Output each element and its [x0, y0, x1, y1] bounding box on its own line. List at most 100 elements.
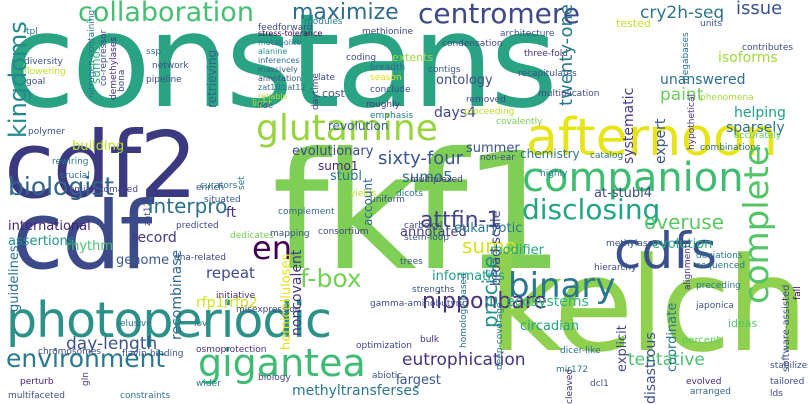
word-gigantea: gigantea [198, 341, 366, 385]
word-breadth: roughly [366, 100, 400, 110]
word-feedforward: methionine [362, 27, 413, 37]
word-ssp: network [152, 61, 189, 71]
word-kingdoms: kingdoms [4, 21, 32, 138]
word-sumo5: sumo5 [402, 168, 453, 186]
word-evolution: evolution [652, 237, 713, 252]
word-stress-tolerance: stress-tolerance [258, 29, 323, 38]
word-bulk: optimization [356, 341, 412, 351]
word-inferences: inferences [258, 56, 300, 65]
word-daytime: set [237, 176, 247, 190]
word-circadian: circadian [520, 319, 580, 334]
word-mapping: ssp [146, 47, 162, 57]
word-international: international [8, 219, 91, 234]
word-alanine: alanine [258, 47, 288, 56]
word-annotated: annotated [400, 225, 467, 240]
word-modifier: modifier [490, 243, 545, 258]
word-explicit: explicit [615, 325, 630, 372]
word-predicted: initiative [216, 291, 256, 301]
word-nipponbare: nipponbare [422, 289, 547, 314]
word-days4: days4 [434, 105, 476, 121]
word-sumo: sumo [462, 234, 517, 258]
word-centromere: centromere [418, 0, 580, 30]
word-disclosing: disclosing [522, 193, 661, 226]
word-proceeding: contigs [428, 65, 461, 75]
word-at-stubl4: at-stubl4 [594, 186, 652, 201]
word-account: account [361, 178, 375, 226]
word-ecosystems: ecosystems [506, 294, 589, 310]
word-chromosomes: chromosomes [38, 347, 102, 357]
word-software-assisted: fall [793, 286, 803, 300]
word-retrieving: retrieving [205, 49, 219, 108]
word-homology-based: homology-based [459, 273, 469, 348]
word-building: building [72, 139, 125, 154]
word-consortium: strengths [412, 285, 455, 295]
word-roughly: cost [322, 87, 345, 100]
word-zat10-zat12: zat10/zat12 [258, 83, 306, 92]
word-late: enrich [196, 183, 225, 193]
word-polymer: rewiring [52, 157, 89, 167]
word-cdf: cdf [12, 182, 152, 291]
word-expert: expert [653, 118, 669, 164]
word-three-fold: non-ear [480, 153, 515, 163]
word-bona: recapitulates [518, 69, 577, 79]
word-zat12: conclude [370, 85, 411, 95]
word-evolved: evolved [686, 377, 722, 387]
word-rfp1-rfp2: rfp1/rfp2 [196, 295, 258, 311]
word-metabolite: polymer [28, 127, 66, 137]
word-multiplexed: dicots [396, 189, 423, 199]
word-non-ear: highly [540, 169, 568, 179]
word-day-length: day-length [66, 334, 158, 354]
word-dicots: yields [350, 189, 377, 199]
word-biology: wider [196, 379, 221, 389]
word-assertions: assertions [8, 234, 75, 249]
word-dna-related: predicted [176, 221, 219, 231]
word-diversity: diversity [24, 57, 63, 67]
word-isoforms: isoforms [718, 50, 778, 66]
word-architecture: coding [346, 53, 377, 63]
word-japonica: japonica [696, 301, 734, 311]
word-emphasis: removed [466, 95, 506, 105]
word-coordinate: coordinate [665, 302, 680, 372]
word-sixty-four: sixty-four [378, 148, 464, 169]
word-contributes: contributes [742, 43, 794, 53]
word-dcl1: cleaved [565, 368, 575, 404]
word-flowering: flowering [24, 67, 66, 77]
word-sumo1: sumo1 [318, 159, 359, 173]
word-systematic: systematic [621, 87, 637, 164]
word-rewiring: crucial [60, 171, 90, 181]
word-stabilizes: software-assisted [781, 284, 792, 372]
word-record: record [132, 230, 177, 246]
word-metabolite: metabolite [258, 38, 302, 47]
word-tested: tested [616, 17, 651, 30]
word-condensation: architecture [500, 29, 555, 39]
word-stubl: stubl [330, 169, 362, 184]
word-cost: emphasis [370, 111, 414, 121]
word-hemicelluloses: hemicelluloses [279, 253, 294, 350]
word-phenomena: phenomena [700, 93, 754, 103]
word-fall: stabilizes [770, 361, 808, 371]
word-methionine: condensation [442, 39, 503, 49]
word-interpro: interpro [148, 194, 228, 218]
word-helping: helping [734, 105, 786, 121]
word-lov: abiotic [372, 371, 403, 381]
word-maximize: maximize [292, 0, 399, 25]
word-tailored: tailored [770, 377, 805, 387]
word-situated: curators [200, 181, 238, 191]
word-issue: issue [736, 0, 783, 19]
word-tpl: tpl [26, 27, 38, 37]
word-uniform: consortium [318, 227, 369, 237]
word-highly: multiplexed [410, 175, 463, 185]
word-osmoprotection: osmoprotection [196, 345, 267, 355]
word-environment: environment [6, 344, 166, 373]
word-conclude: lov [194, 319, 208, 329]
word-binary: binary [508, 266, 616, 306]
word-extents: extents [392, 51, 434, 64]
word-complete: complete [737, 145, 777, 304]
word-accurately: accurately [734, 131, 782, 141]
word-megabases: megabases [681, 32, 691, 84]
word-eukaryotic: eukaryotic [454, 221, 523, 236]
word-arranged: arranged [690, 387, 731, 397]
word-preceding: preceding [696, 281, 741, 291]
word-optimization: gamma-aminobutyric [370, 299, 467, 309]
